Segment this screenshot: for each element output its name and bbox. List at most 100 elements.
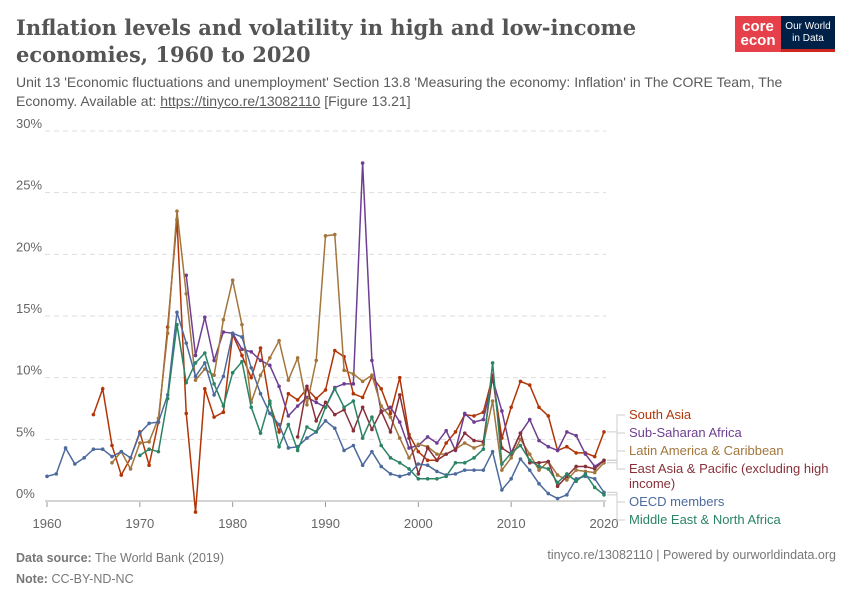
data-point: [240, 322, 244, 327]
series-label: Sub-Saharan Africa: [629, 425, 743, 440]
data-point: [203, 361, 207, 365]
data-point: [527, 468, 532, 472]
data-point: [258, 346, 263, 350]
data-point: [286, 422, 291, 427]
data-point: [332, 412, 337, 417]
data-point: [305, 436, 309, 440]
data-point: [537, 460, 541, 465]
data-point: [138, 441, 142, 445]
data-point: [212, 358, 216, 363]
data-point: [165, 396, 170, 401]
data-point: [397, 436, 402, 440]
data-point: [574, 464, 578, 469]
data-point: [370, 449, 374, 454]
data-point: [462, 460, 467, 465]
data-point: [397, 375, 402, 380]
data-point: [472, 420, 476, 424]
y-tick-label: 20%: [16, 239, 42, 254]
data-point: [602, 493, 606, 497]
logo[interactable]: core econ Our World in Data: [735, 16, 835, 52]
data-point: [277, 444, 281, 449]
data-point: [574, 433, 578, 438]
data-point: [527, 452, 532, 456]
data-point: [212, 415, 216, 419]
series-label: OECD members: [629, 494, 725, 509]
data-point: [592, 470, 597, 475]
data-point: [230, 370, 235, 375]
data-point: [286, 391, 291, 396]
data-point: [249, 375, 254, 380]
data-point: [435, 469, 439, 474]
data-point: [100, 447, 105, 452]
data-point: [527, 460, 532, 465]
footer-credit[interactable]: tinyco.re/13082110 | Powered by ourworld…: [547, 548, 836, 562]
data-point: [193, 510, 198, 514]
data-point: [407, 446, 411, 450]
data-point: [277, 384, 281, 389]
x-tick-label: 1980: [218, 516, 247, 531]
data-point: [342, 405, 346, 410]
data-point: [360, 436, 365, 440]
data-point: [184, 273, 189, 278]
data-source: The World Bank (2019): [94, 551, 224, 565]
data-point: [360, 161, 365, 165]
data-point: [212, 393, 216, 397]
data-point: [193, 378, 198, 382]
data-point: [509, 456, 513, 460]
data-point: [500, 409, 504, 413]
data-point: [295, 356, 300, 360]
data-point: [221, 410, 226, 415]
data-point: [481, 447, 486, 452]
data-point: [435, 441, 439, 445]
data-point: [258, 373, 263, 378]
footer-left: Data source: The World Bank (2019) Note:…: [16, 548, 224, 590]
y-tick-label: 25%: [16, 178, 42, 193]
data-point: [342, 368, 346, 373]
data-point: [490, 449, 495, 454]
note-label: Note:: [16, 572, 48, 586]
data-point: [425, 477, 430, 481]
data-point: [240, 335, 244, 339]
data-point: [147, 463, 151, 468]
data-point: [230, 278, 235, 283]
subtitle-link[interactable]: https://tinyco.re/13082110: [160, 93, 321, 109]
data-point: [249, 349, 254, 354]
data-point: [184, 380, 189, 385]
data-point: [184, 292, 189, 296]
data-point: [592, 467, 597, 471]
data-point: [583, 452, 588, 456]
data-point: [323, 388, 328, 392]
data-point: [286, 414, 291, 418]
data-point: [295, 448, 300, 453]
data-point: [546, 414, 551, 418]
data-point: [156, 449, 161, 454]
data-point: [462, 468, 467, 472]
data-point: [397, 460, 402, 465]
data-point: [500, 468, 504, 472]
series-line-3: [296, 375, 605, 488]
data-point: [435, 477, 439, 481]
chart-title: Inflation levels and volatility in high …: [16, 15, 637, 67]
data-point: [490, 399, 495, 403]
data-point: [416, 472, 421, 476]
data-point: [397, 420, 402, 424]
data-point: [360, 395, 365, 400]
data-point: [314, 358, 319, 363]
data-point: [444, 441, 448, 445]
data-point: [416, 442, 421, 447]
data-point: [397, 393, 402, 397]
data-point: [351, 391, 356, 396]
chart-subtitle: Unit 13 'Economic fluctuations and unemp…: [16, 73, 816, 111]
subtitle-figure: [Figure 13.21]: [320, 93, 411, 109]
y-tick-label: 30%: [16, 116, 42, 131]
data-point: [277, 430, 281, 434]
data-point: [119, 473, 124, 477]
data-point: [565, 444, 569, 449]
data-point: [212, 382, 216, 386]
data-point: [221, 404, 226, 408]
data-point: [258, 358, 263, 363]
data-point: [462, 441, 467, 445]
label-connector: [607, 450, 625, 464]
data-point: [342, 448, 346, 453]
data-point: [592, 485, 597, 490]
